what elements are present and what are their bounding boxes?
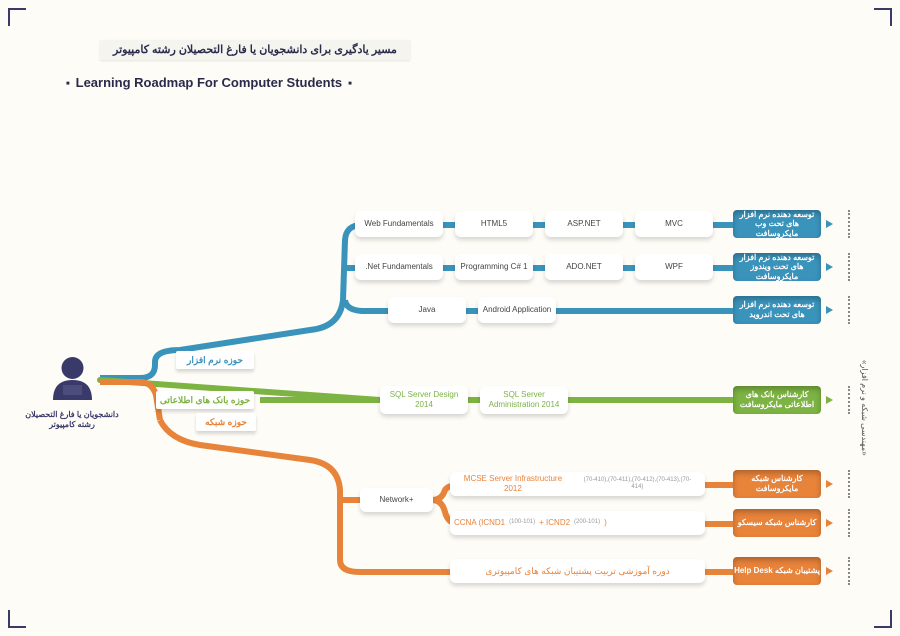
chevron-r5a: [826, 480, 833, 488]
result-helpdesk: پشتیبان شبکه Help Desk: [733, 557, 821, 585]
vline-r5b: [848, 509, 850, 537]
box-ccna-n1: (100-101): [509, 519, 535, 526]
result-win-dev: توسعه دهنده نرم افزار های تحت ویندوز مای…: [733, 253, 821, 281]
avatar-icon: [45, 350, 100, 405]
box-csharp: Programming C# 1: [455, 254, 533, 280]
box-ccna-n2: (200-101): [574, 519, 600, 526]
result-db-expert: کارشناس بانک های اطلاعاتی مایکروسافت: [733, 386, 821, 414]
chevron-r3: [826, 306, 833, 314]
chevron-r4: [826, 396, 833, 404]
box-mcse: MCSE Server Infrastructure 2012 (70-410)…: [450, 472, 705, 496]
chevron-r2: [826, 263, 833, 271]
box-ccna: CCNA (ICND1 (100-101) + ICND2 (200-101) …: [450, 511, 705, 535]
box-ccna-t1: CCNA (ICND1: [454, 518, 505, 528]
box-adonet: ADO.NET: [545, 254, 623, 280]
vline-r3: [848, 296, 850, 324]
result-cisco: کارشناس شبکه سیسکو: [733, 509, 821, 537]
box-helpdesk-course: دوره آموزشی تربیت پشتیبان شبکه های کامپی…: [450, 559, 705, 583]
box-mvc: MVC: [635, 211, 713, 237]
vline-r5a: [848, 470, 850, 498]
vertical-label: «مهندسی شبکه و نرم افزار»: [860, 360, 869, 456]
result-web-dev: توسعه دهنده نرم افزار های تحت وب مایکروس…: [733, 210, 821, 238]
chevron-r1: [826, 220, 833, 228]
vline-r4: [848, 386, 850, 414]
vline-r1: [848, 210, 850, 238]
branch-network: حوزه شبکه: [196, 413, 256, 431]
result-ms-network: کارشناس شبکه مایکروسافت: [733, 470, 821, 498]
branch-database: حوزه بانک های اطلاعاتی: [156, 391, 254, 409]
box-aspnet: ASP.NET: [545, 211, 623, 237]
box-mcse-note: (70-410),(70-411),(70-412),(70-413),(70-…: [578, 477, 697, 491]
title-en: Learning Roadmap For Computer Students: [60, 75, 358, 90]
frame-corner-tl: [8, 8, 26, 26]
box-ccna-t3: ): [604, 518, 607, 528]
box-web-fundamentals: Web Fundamentals: [355, 211, 443, 237]
result-android-dev: توسعه دهنده نرم افزار های تحت اندروید: [733, 296, 821, 324]
box-android: Android Application: [478, 297, 556, 323]
box-sql-design: SQL Server Design 2014: [380, 386, 468, 414]
box-net-fundamentals: .Net Fundamentals: [355, 254, 443, 280]
box-mcse-text: MCSE Server Infrastructure 2012: [454, 474, 572, 493]
box-ccna-t2: + ICND2: [539, 518, 570, 528]
box-java: Java: [388, 297, 466, 323]
branch-software: حوزه نرم افزار: [176, 351, 254, 369]
box-network-plus: Network+: [360, 488, 433, 512]
frame-corner-bl: [8, 610, 26, 628]
title-fa: مسیر یادگیری برای دانشجویان یا فارغ التح…: [100, 40, 410, 60]
box-wpf: WPF: [635, 254, 713, 280]
chevron-r5b: [826, 519, 833, 527]
vline-r6: [848, 557, 850, 585]
avatar-label: دانشجویان یا فارغ التحصیلان رشته کامپیوت…: [22, 410, 122, 431]
vline-r2: [848, 253, 850, 281]
chevron-r6: [826, 567, 833, 575]
box-sql-admin: SQL Server Administration 2014: [480, 386, 568, 414]
frame-corner-br: [874, 610, 892, 628]
frame-corner-tr: [874, 8, 892, 26]
box-html5: HTML5: [455, 211, 533, 237]
